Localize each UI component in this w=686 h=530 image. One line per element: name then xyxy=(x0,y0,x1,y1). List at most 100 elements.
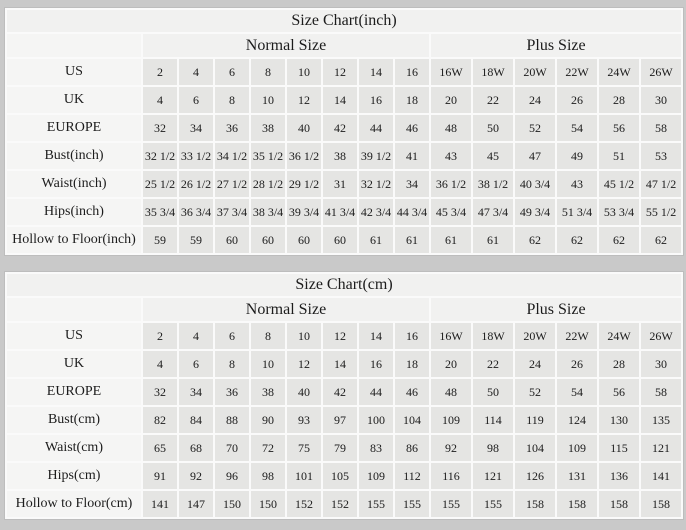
size-value-cell: 2 xyxy=(143,59,177,85)
size-value-cell: 49 xyxy=(557,143,597,169)
size-value-cell: 121 xyxy=(641,435,682,461)
size-value-cell: 52 xyxy=(515,379,555,405)
row-label: EUROPE xyxy=(7,379,141,405)
size-value-cell: 12 xyxy=(323,323,357,349)
size-value-cell: 105 xyxy=(323,463,357,489)
size-value-cell: 41 3/4 xyxy=(323,199,357,225)
size-value-cell: 60 xyxy=(287,227,321,253)
size-value-cell: 53 xyxy=(641,143,682,169)
size-value-cell: 8 xyxy=(215,87,249,113)
size-value-cell: 6 xyxy=(215,59,249,85)
column-group-header-row: Normal Size Plus Size xyxy=(7,298,682,321)
size-chart-table-cm: Size Chart(cm) Normal Size Plus Size US 2… xyxy=(5,272,684,519)
size-value-cell: 20W xyxy=(515,59,555,85)
size-value-cell: 36 1/2 xyxy=(431,171,471,197)
size-value-cell: 34 xyxy=(179,379,213,405)
size-value-cell: 54 xyxy=(557,379,597,405)
size-value-cell: 109 xyxy=(359,463,393,489)
table-row: US 2 4 6 8 10 12 14 16 16W 18W 20W 22W 24W 26W xyxy=(7,323,682,349)
size-value-cell: 22W xyxy=(557,59,597,85)
size-value-cell: 10 xyxy=(251,351,285,377)
size-value-cell: 61 xyxy=(431,227,471,253)
row-label: UK xyxy=(7,351,141,377)
table-title: Size Chart(inch) xyxy=(7,10,682,32)
size-value-cell: 135 xyxy=(641,407,682,433)
size-value-cell: 70 xyxy=(215,435,249,461)
size-value-cell: 100 xyxy=(359,407,393,433)
row-label: Hollow to Floor(cm) xyxy=(7,491,141,517)
table-row: Hollow to Floor(inch) 59 59 60 60 60 60 61 61 61 6… xyxy=(7,227,682,253)
size-value-cell: 32 1/2 xyxy=(359,171,393,197)
size-value-cell: 6 xyxy=(179,351,213,377)
size-value-cell: 109 xyxy=(431,407,471,433)
size-value-cell: 52 xyxy=(515,115,555,141)
size-value-cell: 36 xyxy=(215,115,249,141)
table-row: EUROPE 32 34 36 38 40 42 44 46 48 50 52 54 56 58 xyxy=(7,115,682,141)
size-value-cell: 4 xyxy=(179,323,213,349)
size-value-cell: 88 xyxy=(215,407,249,433)
table-row: Hips(inch) 35 3/4 36 3/4 37 3/4 38 3/4 39 3/4… xyxy=(7,199,682,225)
size-value-cell: 38 xyxy=(251,115,285,141)
size-value-cell: 22W xyxy=(557,323,597,349)
size-value-cell: 56 xyxy=(599,115,639,141)
size-value-cell: 50 xyxy=(473,379,513,405)
size-value-cell: 104 xyxy=(395,407,429,433)
size-value-cell: 109 xyxy=(557,435,597,461)
size-value-cell: 158 xyxy=(641,491,682,517)
size-value-cell: 150 xyxy=(215,491,249,517)
size-value-cell: 18W xyxy=(473,59,513,85)
size-value-cell: 43 xyxy=(431,143,471,169)
size-value-cell: 60 xyxy=(323,227,357,253)
size-value-cell: 47 3/4 xyxy=(473,199,513,225)
size-value-cell: 38 xyxy=(251,379,285,405)
size-value-cell: 48 xyxy=(431,115,471,141)
size-value-cell: 60 xyxy=(215,227,249,253)
size-value-cell: 54 xyxy=(557,115,597,141)
size-value-cell: 47 1/2 xyxy=(641,171,682,197)
size-value-cell: 38 xyxy=(323,143,357,169)
size-value-cell: 30 xyxy=(641,351,682,377)
size-value-cell: 45 1/2 xyxy=(599,171,639,197)
size-value-cell: 51 3/4 xyxy=(557,199,597,225)
size-value-cell: 46 xyxy=(395,115,429,141)
size-value-cell: 42 xyxy=(323,379,357,405)
size-value-cell: 82 xyxy=(143,407,177,433)
size-value-cell: 12 xyxy=(287,87,321,113)
size-value-cell: 86 xyxy=(395,435,429,461)
table-row: UK 4 6 8 10 12 14 16 18 20 22 24 26 28 30 xyxy=(7,351,682,377)
size-value-cell: 24 xyxy=(515,351,555,377)
size-value-cell: 44 xyxy=(359,379,393,405)
size-value-cell: 46 xyxy=(395,379,429,405)
size-value-cell: 62 xyxy=(641,227,682,253)
size-value-cell: 14 xyxy=(359,59,393,85)
table-row: Hollow to Floor(cm) 141 147 150 150 152 152 155… xyxy=(7,491,682,517)
size-value-cell: 152 xyxy=(323,491,357,517)
size-value-cell: 150 xyxy=(251,491,285,517)
row-label: Hips(cm) xyxy=(7,463,141,489)
table-title-row: Size Chart(inch) xyxy=(7,10,682,32)
size-value-cell: 92 xyxy=(179,463,213,489)
row-label: Bust(inch) xyxy=(7,143,141,169)
size-value-cell: 16 xyxy=(395,323,429,349)
size-value-cell: 26 1/2 xyxy=(179,171,213,197)
size-value-cell: 68 xyxy=(179,435,213,461)
size-value-cell: 155 xyxy=(431,491,471,517)
size-value-cell: 29 1/2 xyxy=(287,171,321,197)
size-value-cell: 38 3/4 xyxy=(251,199,285,225)
size-value-cell: 61 xyxy=(395,227,429,253)
size-value-cell: 20 xyxy=(431,87,471,113)
size-value-cell: 116 xyxy=(431,463,471,489)
size-value-cell: 59 xyxy=(179,227,213,253)
size-value-cell: 40 xyxy=(287,379,321,405)
table-title-row: Size Chart(cm) xyxy=(7,274,682,296)
size-value-cell: 60 xyxy=(251,227,285,253)
size-value-cell: 24 xyxy=(515,87,555,113)
size-value-cell: 26W xyxy=(641,323,682,349)
size-value-cell: 50 xyxy=(473,115,513,141)
size-value-cell: 6 xyxy=(215,323,249,349)
table-row: EUROPE 32 34 36 38 40 42 44 46 48 50 52 54 56 58 xyxy=(7,379,682,405)
size-value-cell: 20 xyxy=(431,351,471,377)
size-value-cell: 4 xyxy=(179,59,213,85)
size-value-cell: 49 3/4 xyxy=(515,199,555,225)
size-value-cell: 58 xyxy=(641,379,682,405)
